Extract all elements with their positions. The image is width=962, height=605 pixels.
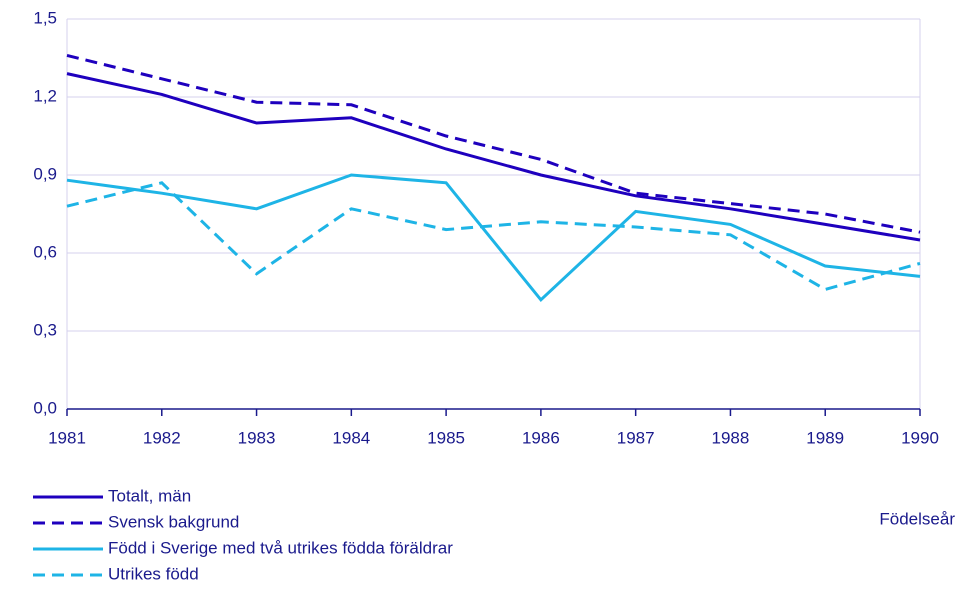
series-line: [66, 53, 921, 234]
x-axis-label: Födelseår: [879, 509, 955, 528]
x-tick-label: 1989: [806, 428, 844, 447]
x-tick-label: 1987: [617, 428, 655, 447]
series-line: [66, 173, 921, 302]
x-tick-label: 1986: [522, 428, 560, 447]
y-tick-label: 0,9: [33, 164, 57, 183]
y-tick-label: 1,2: [33, 86, 57, 105]
x-tick-label: 1982: [143, 428, 181, 447]
x-tick-label: 1984: [332, 428, 370, 447]
legend-label: Totalt, män: [108, 486, 191, 505]
legend-label: Utrikes född: [108, 564, 199, 583]
x-tick-label: 1990: [901, 428, 939, 447]
y-tick-label: 0,3: [33, 320, 57, 339]
x-tick-label: 1983: [238, 428, 276, 447]
y-tick-label: 0,6: [33, 242, 57, 261]
series-line: [66, 181, 921, 292]
x-tick-label: 1985: [427, 428, 465, 447]
x-tick-label: 1981: [48, 428, 86, 447]
legend-label: Född i Sverige med två utrikes födda för…: [108, 538, 453, 557]
x-tick-label: 1988: [712, 428, 750, 447]
y-tick-label: 1,5: [33, 8, 57, 27]
series-line: [66, 72, 921, 242]
y-tick-label: 0,0: [33, 398, 57, 417]
legend-label: Svensk bakgrund: [108, 512, 239, 531]
